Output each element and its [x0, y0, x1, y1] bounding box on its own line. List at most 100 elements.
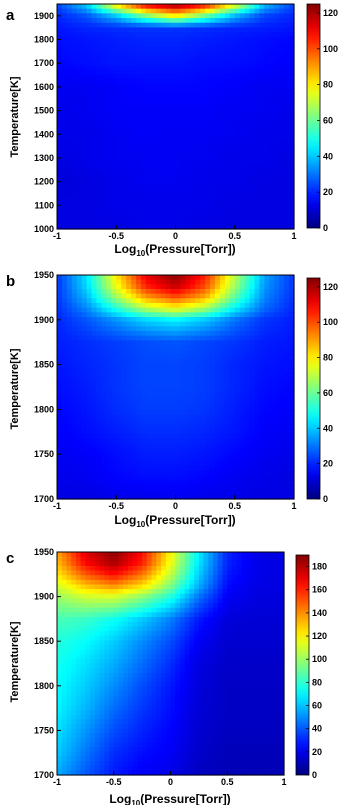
heatmap-cell: [239, 433, 246, 439]
heatmap-cell: [71, 107, 78, 113]
heatmap-cell: [234, 326, 241, 332]
heatmap-cell: [155, 130, 162, 136]
heatmap-cell: [170, 168, 177, 174]
heatmap-cell: [239, 471, 246, 477]
heatmap-cell: [81, 485, 88, 491]
heatmap-cell: [61, 219, 68, 225]
heatmap-cell: [165, 556, 172, 562]
heatmap-cell: [284, 377, 290, 383]
heatmap-cell: [259, 307, 265, 313]
heatmap-cell: [121, 466, 127, 472]
heatmap-cell: [106, 46, 112, 52]
heatmap-cell: [66, 172, 73, 179]
heatmap-cell: [136, 447, 142, 453]
heatmap-cell: [264, 205, 270, 211]
heatmap-cell: [219, 321, 226, 327]
heatmap-cell: [150, 443, 157, 449]
heatmap-cell: [255, 561, 261, 567]
heatmap-cell: [234, 387, 241, 393]
heatmap-cell: [106, 312, 112, 318]
heatmap-cell: [229, 457, 236, 463]
heatmap-cell: [155, 41, 162, 47]
heatmap-cell: [259, 489, 265, 495]
heatmap-cell: [61, 335, 68, 341]
heatmap-cell: [180, 139, 186, 146]
heatmap-cell: [86, 177, 93, 183]
heatmap-cell: [265, 552, 271, 558]
heatmap-cell: [170, 83, 177, 89]
heatmap-cell: [274, 69, 280, 75]
heatmap-cell: [180, 410, 186, 416]
heatmap-cell: [57, 41, 63, 47]
heatmap-cell: [61, 60, 68, 66]
heatmap-cell: [170, 46, 177, 52]
heatmap-cell: [165, 359, 172, 365]
heatmap-cell: [111, 363, 117, 369]
heatmap-cell: [145, 391, 152, 397]
heatmap-cell: [91, 158, 98, 164]
heatmap-cell: [249, 93, 256, 99]
heatmap-cell: [165, 561, 172, 567]
heatmap-cell: [205, 494, 211, 500]
heatmap-cell: [126, 200, 132, 207]
heatmap-cell: [106, 331, 112, 337]
heatmap-cell: [106, 154, 112, 160]
heatmap-cell: [106, 149, 112, 155]
heatmap-cell: [239, 466, 246, 472]
heatmap-cell: [111, 405, 117, 411]
heatmap-cell: [279, 489, 285, 495]
heatmap-cell: [145, 475, 152, 481]
heatmap-cell: [116, 69, 122, 75]
heatmap-cell: [160, 121, 167, 127]
heatmap-cell: [101, 32, 107, 38]
heatmap-cell: [101, 64, 107, 71]
heatmap-cell: [80, 552, 86, 558]
heatmap-cell: [234, 144, 241, 150]
heatmap-cell: [150, 279, 157, 285]
heatmap-cell: [111, 331, 117, 337]
heatmap-cell: [126, 349, 132, 355]
heatmap-cell: [145, 60, 152, 66]
heatmap-cell: [165, 219, 172, 225]
heatmap-cell: [81, 471, 88, 477]
heatmap-cell: [289, 13, 295, 19]
heatmap-cell: [121, 144, 127, 150]
heatmap-cell: [106, 289, 112, 295]
heatmap-cell: [274, 303, 280, 309]
heatmap-cell: [284, 471, 290, 477]
heatmap-cell: [126, 4, 132, 10]
heatmap-cell: [269, 317, 275, 323]
heatmap-cell: [200, 382, 206, 388]
heatmap-cell: [121, 321, 127, 327]
heatmap-cell: [131, 461, 137, 467]
heatmap-cell: [190, 326, 196, 332]
heatmap-cell: [244, 83, 251, 89]
heatmap-cell: [136, 64, 142, 71]
heatmap-cell: [215, 125, 221, 132]
heatmap-cell: [66, 349, 73, 355]
heatmap-cell: [106, 214, 112, 221]
heatmap-cell: [140, 312, 147, 318]
heatmap-cell: [264, 457, 270, 463]
heatmap-cell: [264, 471, 270, 477]
heatmap-cell: [150, 303, 157, 309]
heatmap-cell: [111, 433, 117, 439]
heatmap-cell: [249, 102, 256, 108]
heatmap-cell: [210, 177, 216, 183]
heatmap-cell: [160, 83, 167, 89]
heatmap-cell: [185, 461, 191, 467]
heatmap-cell: [215, 419, 221, 425]
heatmap-cell: [66, 494, 73, 500]
heatmap-cell: [151, 561, 157, 567]
heatmap-cell: [195, 466, 201, 472]
heatmap-cell: [126, 158, 132, 164]
heatmap-cell: [259, 158, 265, 164]
heatmap-cell: [200, 377, 206, 383]
heatmap-cell: [160, 60, 167, 66]
heatmap-cell: [239, 182, 246, 188]
heatmap-cell: [210, 121, 216, 127]
heatmap-cell: [210, 163, 216, 169]
heatmap-cell: [185, 429, 191, 435]
heatmap-cell: [106, 186, 112, 193]
heatmap-cell: [175, 368, 182, 374]
